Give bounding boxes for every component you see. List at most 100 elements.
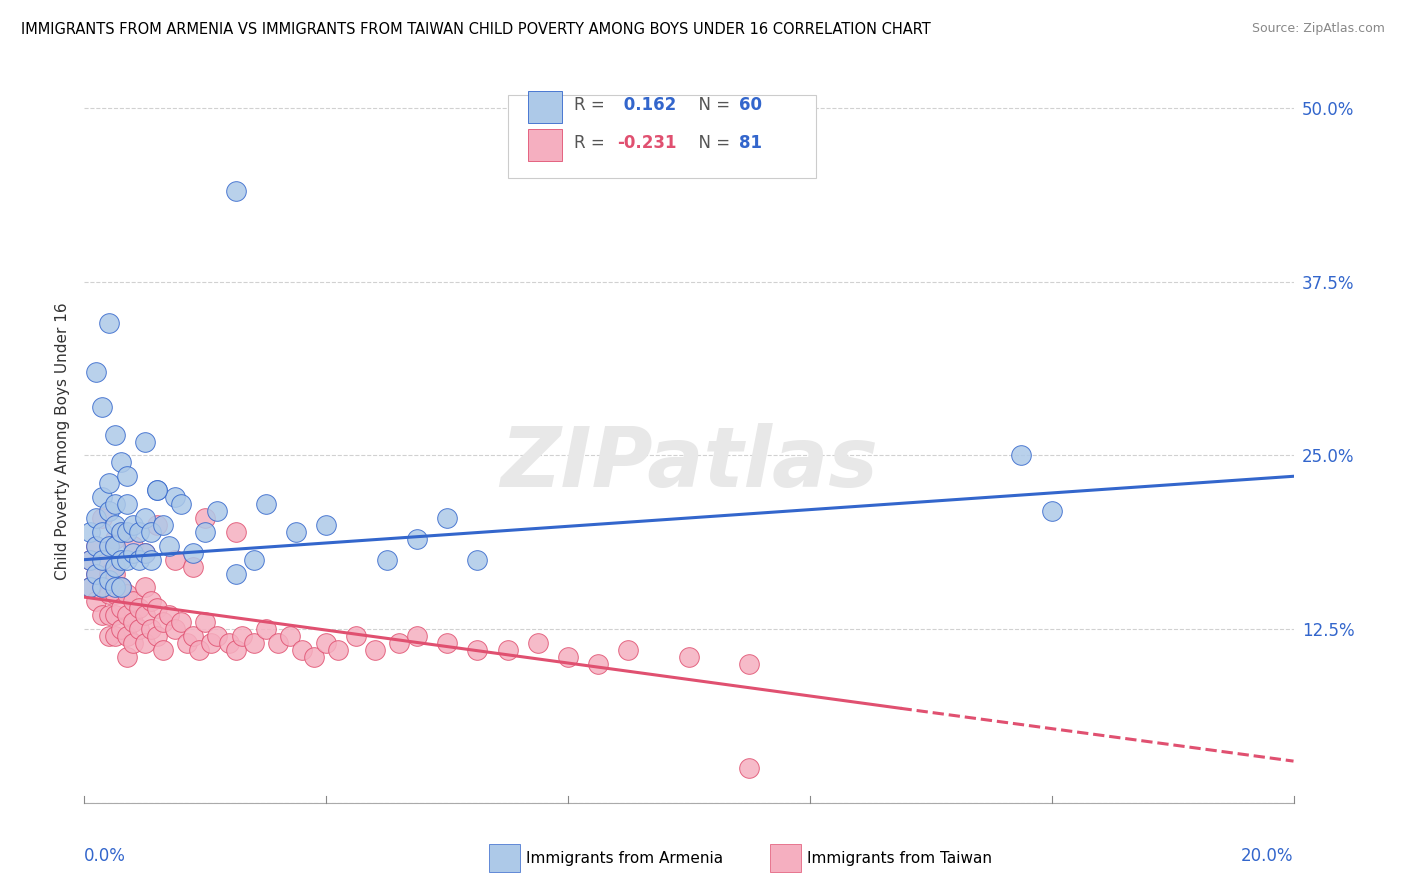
Point <box>134 581 156 595</box>
Point <box>121 594 143 608</box>
Point <box>406 629 429 643</box>
Point <box>110 581 132 595</box>
Point <box>165 552 187 566</box>
Point <box>121 539 143 553</box>
Point <box>115 629 138 643</box>
Point <box>302 649 325 664</box>
Point <box>291 643 314 657</box>
Y-axis label: Child Poverty Among Boys Under 16: Child Poverty Among Boys Under 16 <box>55 302 70 581</box>
Point <box>79 524 101 539</box>
Point <box>86 566 108 581</box>
Point <box>194 524 217 539</box>
Point <box>97 476 120 491</box>
Point <box>267 636 290 650</box>
Point <box>104 539 127 553</box>
Point <box>104 497 127 511</box>
Point <box>86 566 108 581</box>
Text: ZIPatlas: ZIPatlas <box>501 423 877 504</box>
Point <box>181 559 204 574</box>
Point <box>91 581 114 595</box>
Point <box>146 483 169 498</box>
Point <box>328 643 350 657</box>
Text: N =: N = <box>688 96 735 114</box>
Point <box>104 427 127 442</box>
Point <box>110 552 132 566</box>
Point <box>181 629 204 643</box>
Point <box>79 552 101 566</box>
Point <box>115 649 138 664</box>
Point <box>157 539 180 553</box>
Point <box>128 524 150 539</box>
Point <box>104 559 127 574</box>
Point <box>225 566 247 581</box>
Point <box>527 636 550 650</box>
Text: 20.0%: 20.0% <box>1241 847 1294 865</box>
Point <box>218 636 240 650</box>
Point <box>152 615 174 630</box>
Point <box>738 761 761 775</box>
Point <box>146 483 169 498</box>
Point <box>152 517 174 532</box>
Point <box>128 552 150 566</box>
Point <box>738 657 761 671</box>
Point <box>146 629 169 643</box>
Point <box>207 504 229 518</box>
Point <box>134 546 156 560</box>
Point <box>181 546 204 560</box>
Point <box>86 594 108 608</box>
Point <box>104 532 127 546</box>
Text: 60: 60 <box>738 96 762 114</box>
Point <box>91 581 114 595</box>
Point <box>86 539 108 553</box>
Point <box>134 511 156 525</box>
Text: Immigrants from Armenia: Immigrants from Armenia <box>526 851 723 865</box>
Point <box>134 636 156 650</box>
Point <box>86 365 108 379</box>
Point <box>346 629 368 643</box>
Point <box>128 622 150 636</box>
Point <box>115 469 138 483</box>
Point <box>170 497 193 511</box>
Point <box>121 546 143 560</box>
Point <box>1011 449 1033 463</box>
Point <box>152 643 174 657</box>
Text: 81: 81 <box>738 134 762 153</box>
Point <box>79 581 101 595</box>
Point <box>388 636 411 650</box>
Text: -0.231: -0.231 <box>617 134 678 153</box>
Point <box>254 497 277 511</box>
Point <box>375 552 398 566</box>
Point <box>207 629 229 643</box>
Point <box>121 615 143 630</box>
Point <box>139 622 162 636</box>
Point <box>91 552 114 566</box>
Point <box>467 643 489 657</box>
Point <box>91 490 114 504</box>
Point <box>139 594 162 608</box>
Point <box>194 615 217 630</box>
Point <box>110 622 132 636</box>
Point <box>678 649 700 664</box>
FancyBboxPatch shape <box>508 95 815 178</box>
Text: Immigrants from Taiwan: Immigrants from Taiwan <box>807 851 993 865</box>
Point <box>242 552 264 566</box>
Point <box>194 511 217 525</box>
Point <box>231 629 253 643</box>
Point <box>91 552 114 566</box>
Point <box>104 581 127 595</box>
Point <box>170 615 193 630</box>
Point <box>91 400 114 414</box>
Point <box>121 636 143 650</box>
Point <box>139 552 162 566</box>
Point <box>617 643 640 657</box>
Point <box>225 643 247 657</box>
Point <box>436 636 458 650</box>
Text: N =: N = <box>688 134 735 153</box>
Point <box>165 622 187 636</box>
Point <box>104 566 127 581</box>
Point <box>97 504 120 518</box>
Point <box>97 317 120 331</box>
Point <box>110 524 132 539</box>
Point <box>91 524 114 539</box>
Point <box>200 636 222 650</box>
